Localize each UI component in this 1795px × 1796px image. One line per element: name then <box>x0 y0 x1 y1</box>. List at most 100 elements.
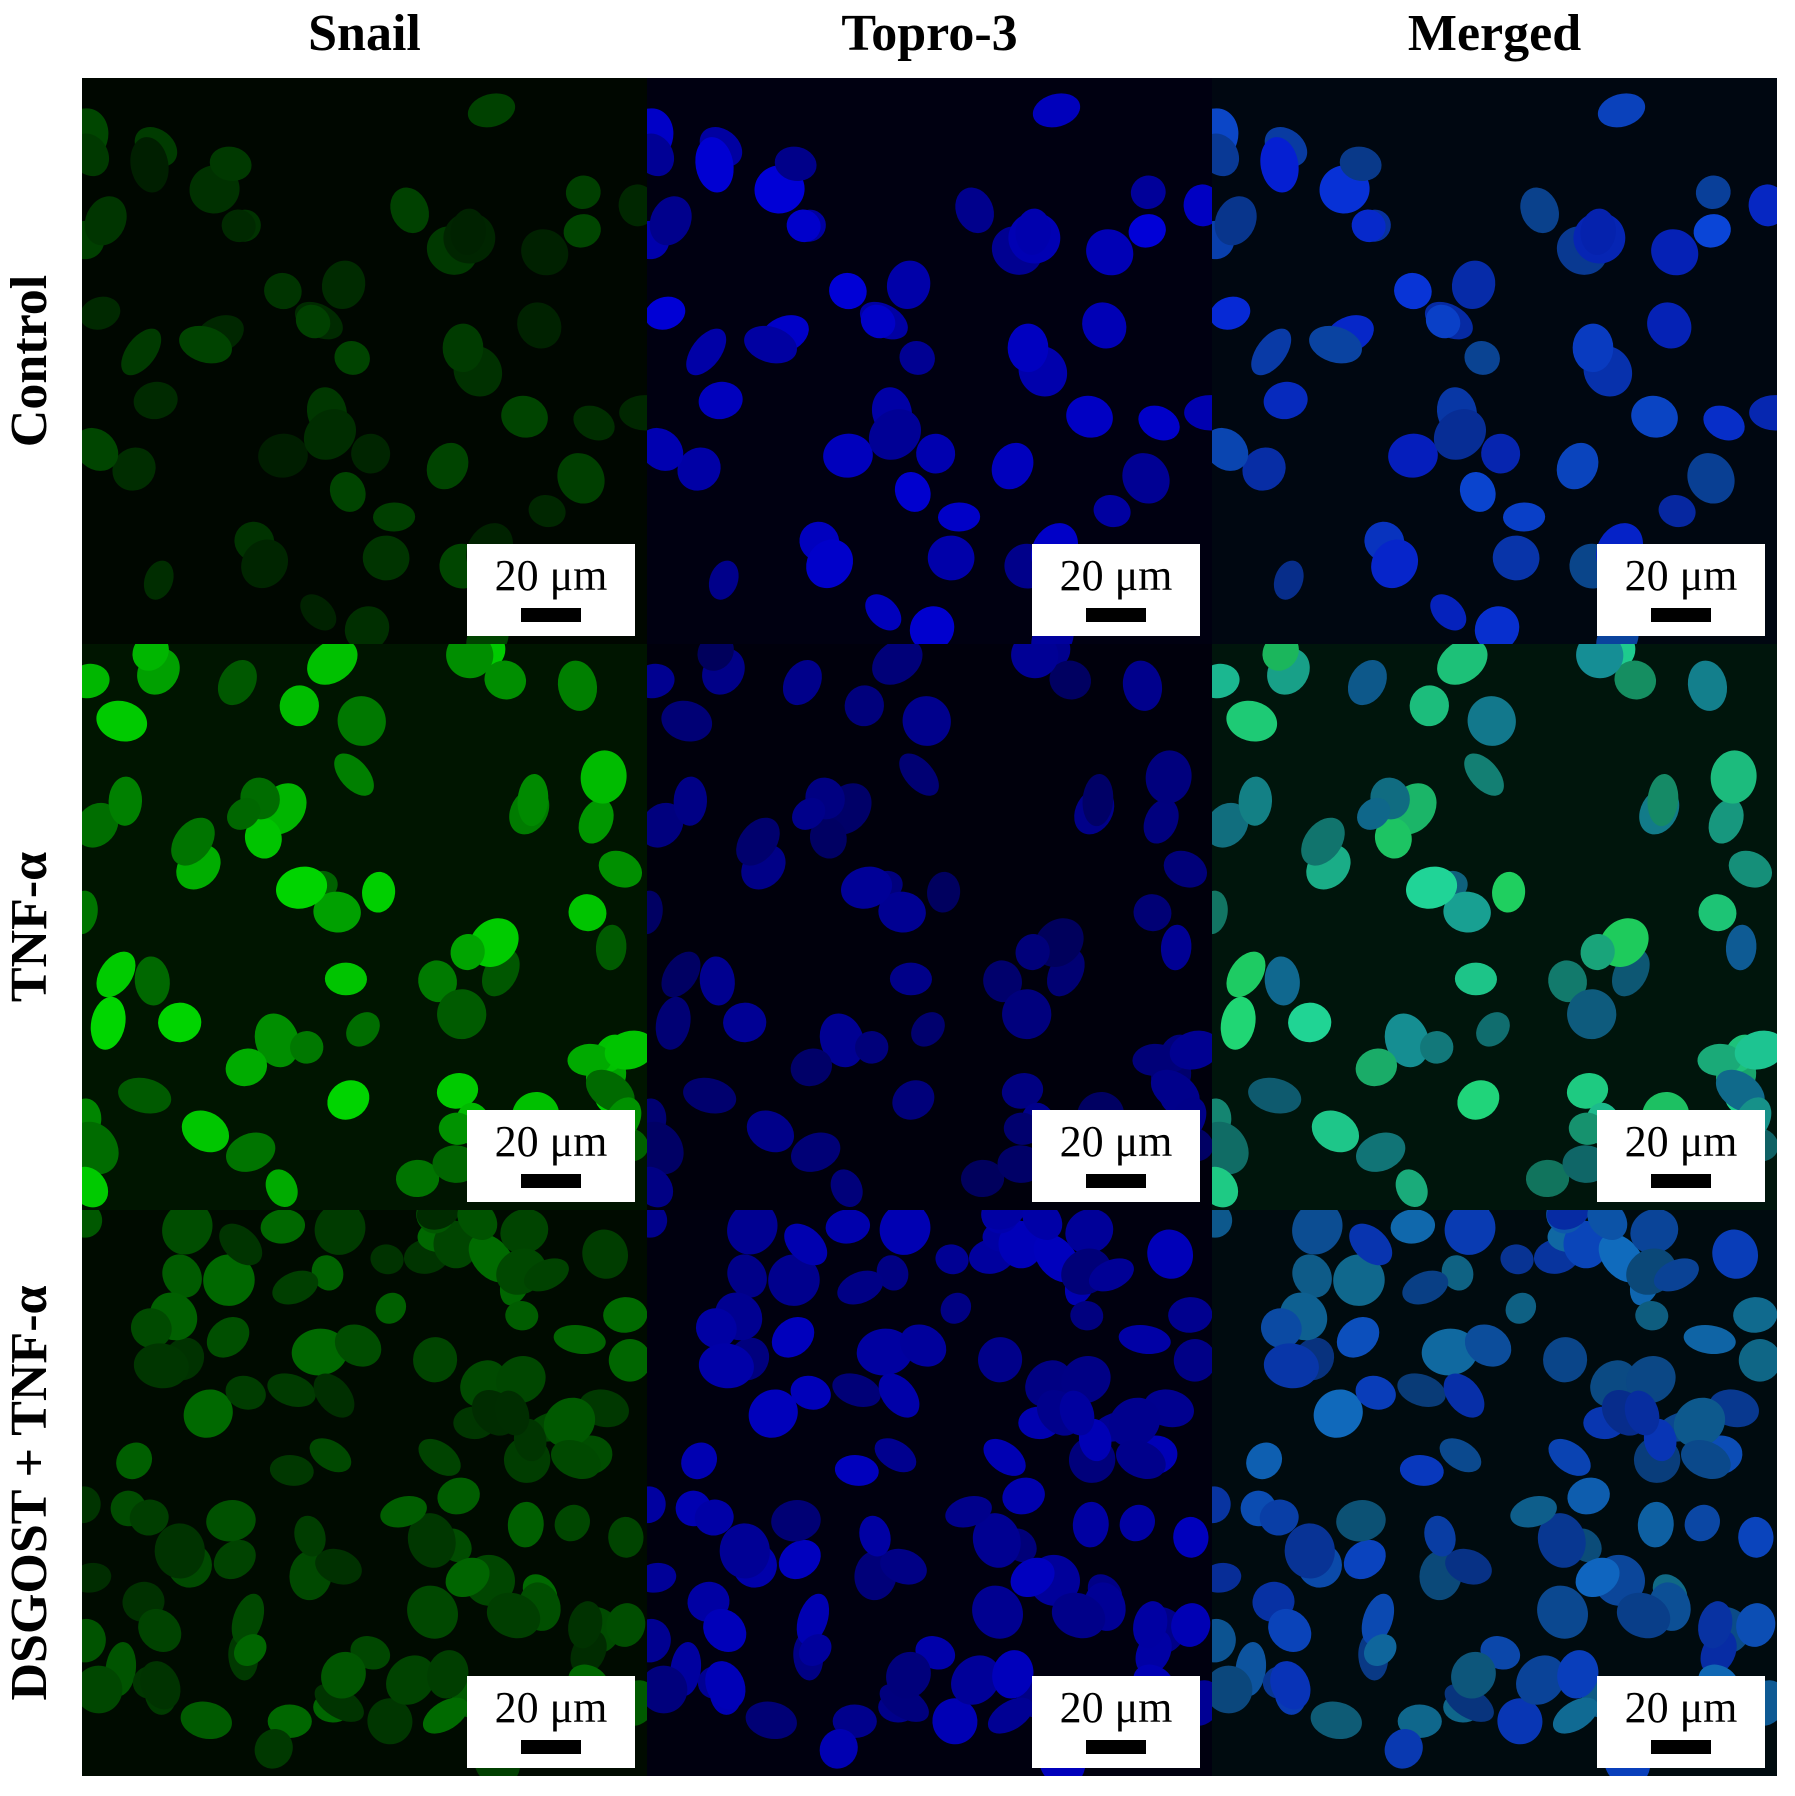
nucleus <box>1220 996 1256 1050</box>
nucleus <box>603 1297 647 1333</box>
nucleus <box>334 753 374 796</box>
nucleus <box>618 184 647 227</box>
nucleus <box>260 1210 306 1244</box>
column-header: Snail <box>308 5 421 62</box>
nucleus <box>563 214 601 248</box>
nucleus <box>82 802 119 848</box>
nucleus <box>217 660 257 706</box>
nucleus <box>790 1375 831 1410</box>
nucleus <box>649 196 692 246</box>
nucleus <box>132 644 169 671</box>
nucleus <box>790 1048 833 1087</box>
nucleus <box>647 1210 668 1238</box>
nucleus <box>206 1316 250 1358</box>
nucleus <box>744 325 797 364</box>
nucleus <box>951 1655 1001 1705</box>
nucleus <box>886 260 931 310</box>
nucleus <box>960 1159 1005 1198</box>
nucleus <box>859 1515 891 1557</box>
nucleus <box>386 1655 436 1705</box>
nucleus <box>241 539 289 589</box>
nucleus <box>796 1593 830 1646</box>
nucleus <box>1310 1701 1362 1740</box>
nucleus <box>1520 187 1559 234</box>
nucleus <box>872 644 923 685</box>
nucleus <box>1748 184 1777 227</box>
nucleus <box>1122 660 1163 711</box>
nucleus <box>179 325 232 364</box>
nucleus <box>1214 196 1257 246</box>
nucleus <box>84 196 127 246</box>
nucleus <box>1160 924 1192 971</box>
nucleus <box>1183 184 1212 227</box>
nucleus <box>315 1548 362 1585</box>
nucleus <box>1580 934 1615 971</box>
nucleus <box>1433 409 1487 460</box>
nucleus <box>1464 341 1500 375</box>
nucleus <box>225 1132 276 1172</box>
nucleus <box>372 502 416 532</box>
nucleus <box>1336 1316 1380 1358</box>
nucleus <box>683 1077 737 1114</box>
nucleus <box>1725 924 1757 971</box>
nucleus <box>82 296 121 330</box>
micrograph-panel <box>647 78 1212 644</box>
nucleus <box>1130 175 1166 210</box>
nucleus <box>608 1516 644 1558</box>
nucleus <box>1292 1210 1343 1255</box>
nucleus <box>1631 395 1678 438</box>
nucleus <box>300 594 337 631</box>
nucleus <box>911 1012 945 1047</box>
nucleus <box>746 1110 795 1153</box>
nucleus <box>1270 1661 1311 1710</box>
nucleus <box>171 817 215 866</box>
nucleus <box>1333 1254 1385 1306</box>
nucleus <box>1128 214 1166 248</box>
nucleus <box>554 1504 590 1542</box>
nucleus <box>1311 1110 1360 1153</box>
nucleus <box>1566 1073 1609 1109</box>
nucleus <box>1624 1390 1660 1436</box>
nucleus <box>272 1270 319 1305</box>
nucleus <box>1072 1501 1109 1548</box>
nucleus <box>90 996 126 1050</box>
nucleus <box>694 1499 734 1536</box>
nucleus <box>82 1665 123 1714</box>
nucleus <box>244 817 282 859</box>
nucleus <box>778 1539 821 1580</box>
nucleus <box>1738 1516 1774 1558</box>
nucleus <box>557 453 605 504</box>
nucleus <box>324 962 367 996</box>
nucleus <box>1587 1210 1628 1240</box>
nucleus <box>1003 1112 1041 1145</box>
nucleus <box>595 924 627 971</box>
micrograph-panel <box>1212 78 1777 644</box>
nucleus <box>395 1159 440 1198</box>
nucleus <box>1288 1002 1332 1043</box>
nucleus <box>1681 1440 1731 1479</box>
nucleus <box>1173 1339 1212 1382</box>
nucleus <box>1011 644 1059 679</box>
nucleus <box>1260 1308 1302 1349</box>
nucleus <box>1264 956 1300 1006</box>
nucleus <box>346 1012 380 1047</box>
nucleus <box>874 1438 917 1473</box>
nucleus <box>1693 214 1731 248</box>
nucleus <box>231 1593 265 1646</box>
nucleus <box>1697 1043 1742 1076</box>
nucleus <box>899 753 939 796</box>
nucleus <box>313 1373 355 1418</box>
nucleus <box>1616 1592 1671 1639</box>
nucleus <box>313 891 361 933</box>
nucleus <box>82 1210 103 1238</box>
nucleus <box>507 1501 544 1548</box>
nucleus <box>1695 175 1731 210</box>
nucleus <box>543 1397 596 1448</box>
nucleus <box>121 328 162 376</box>
nucleus <box>1738 1339 1777 1382</box>
nucleus <box>1698 894 1737 932</box>
nucleus <box>647 1121 684 1175</box>
nucleus <box>723 1002 767 1043</box>
nucleus <box>855 1031 889 1064</box>
nucleus <box>1226 951 1266 998</box>
